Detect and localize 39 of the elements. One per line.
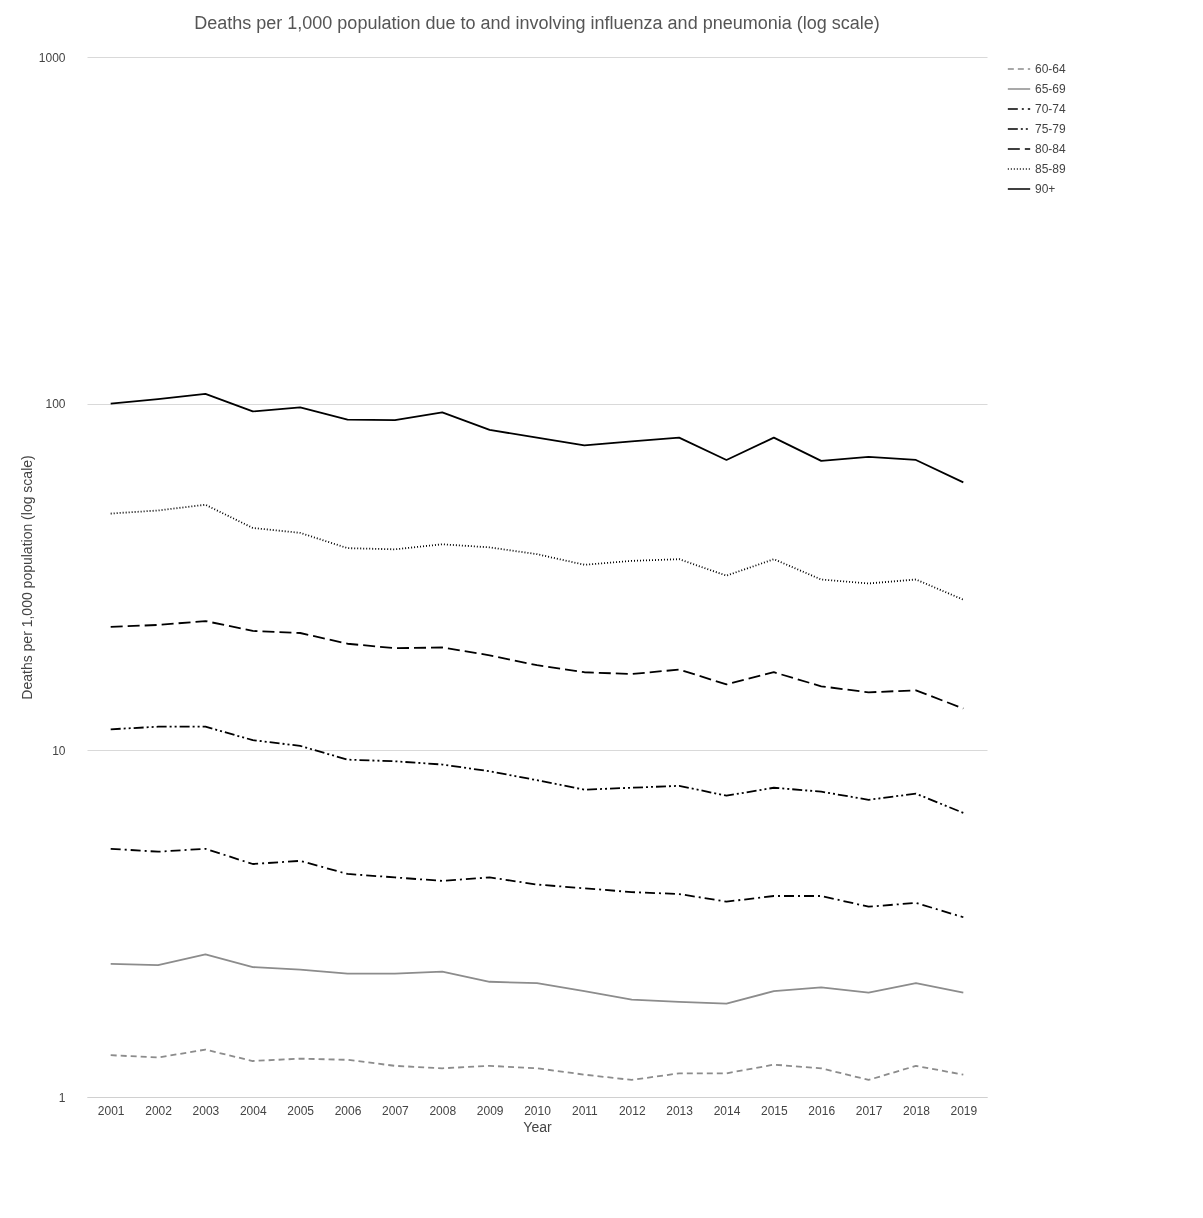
x-tick-label: 2015	[760, 1103, 789, 1118]
line-series	[109, 847, 965, 919]
y-tick-label: 100	[45, 397, 66, 412]
y-tick-label: 1000	[38, 50, 66, 65]
x-tick-label: 2017	[855, 1103, 883, 1118]
x-tick-label: 2003	[192, 1103, 220, 1118]
legend-label: 75-79	[1035, 122, 1067, 136]
x-tick-label: 2011	[571, 1103, 599, 1118]
chart-title: Deaths per 1,000 population due to and involving influenza and pneumonia (log scale)	[194, 13, 880, 33]
line-series	[109, 393, 965, 484]
x-tick-label: 2004	[239, 1103, 267, 1118]
line-series	[109, 953, 965, 1005]
line-series	[109, 725, 965, 814]
legend-label: 85-89	[1035, 162, 1067, 176]
x-axis-title: Year	[523, 1118, 552, 1135]
x-tick-label: 2014	[713, 1103, 741, 1118]
legend-label: 60-64	[1035, 62, 1067, 76]
legend-label: 65-69	[1035, 82, 1067, 96]
x-tick-label: 2002	[145, 1103, 173, 1118]
x-tick-label: 2010	[524, 1103, 552, 1118]
x-tick-label: 2012	[618, 1103, 646, 1118]
line-series	[109, 503, 965, 601]
legend-label: 70-74	[1035, 102, 1067, 116]
legend-label: 90+	[1035, 182, 1056, 196]
x-tick-label: 2008	[429, 1103, 457, 1118]
y-axis-title: Deaths per 1,000 population (log scale)	[18, 455, 35, 700]
x-tick-label: 2006	[334, 1103, 362, 1118]
x-tick-label: 2013	[666, 1103, 694, 1118]
legend-label: 80-84	[1035, 142, 1067, 156]
x-tick-label: 2001	[97, 1103, 125, 1118]
x-tick-label: 2019	[950, 1103, 978, 1118]
y-tick-label: 1	[58, 1090, 66, 1105]
x-tick-label: 2018	[903, 1103, 931, 1118]
x-tick-label: 2016	[808, 1103, 836, 1118]
x-tick-label: 2007	[382, 1103, 410, 1118]
line-series	[109, 1048, 965, 1081]
x-tick-label: 2005	[287, 1103, 315, 1118]
y-tick-label: 10	[52, 743, 66, 758]
x-tick-label: 2009	[476, 1103, 504, 1118]
